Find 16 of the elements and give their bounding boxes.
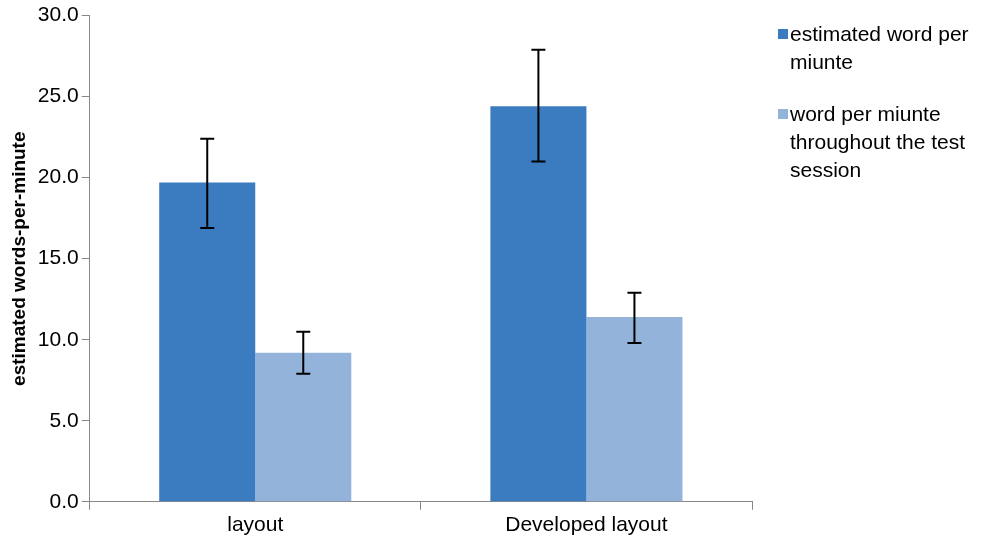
y-tick-label: 20.0: [37, 164, 79, 188]
y-tick-label: 30.0: [37, 2, 79, 26]
y-tick-label: 10.0: [37, 326, 79, 350]
x-tick-label: layout: [227, 512, 284, 536]
legend-label: estimated word per miunte: [790, 21, 970, 75]
bar: [159, 182, 256, 502]
bar: [255, 352, 352, 502]
y-axis-title: estimated words-per-minute: [7, 131, 29, 386]
legend-label: word per miunte throughout the test session: [790, 101, 967, 183]
y-tick-label: 15.0: [37, 245, 79, 269]
y-tick-label: 0.0: [49, 488, 79, 512]
bar: [490, 106, 587, 502]
y-tick-label: 25.0: [37, 83, 79, 107]
y-tick-label: 5.0: [49, 407, 79, 431]
bar: [586, 317, 683, 502]
x-tick-label: Developed layout: [505, 512, 668, 536]
